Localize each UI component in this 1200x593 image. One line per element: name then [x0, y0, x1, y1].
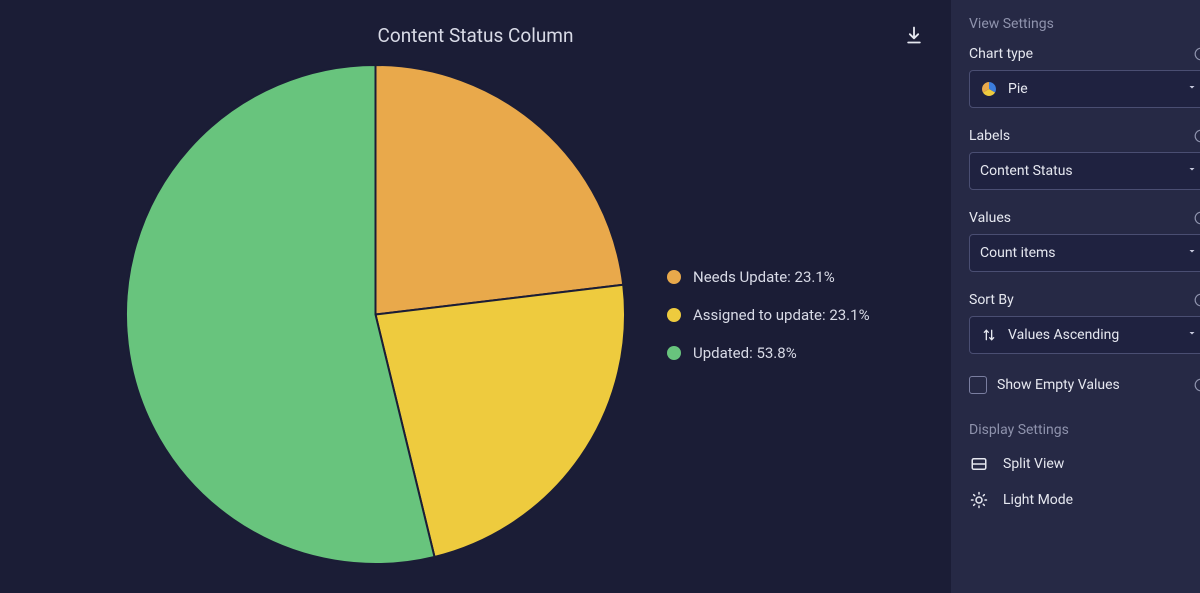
sort-by-field: Sort By Values Ascending: [969, 292, 1200, 354]
chart-type-dropdown[interactable]: Pie: [969, 70, 1200, 108]
chevron-down-icon: [1186, 245, 1198, 261]
info-icon[interactable]: [1193, 377, 1200, 393]
legend-item-assigned: Assigned to update: 23.1%: [667, 306, 927, 324]
legend-text: Updated: 53.8%: [693, 344, 797, 362]
light-mode-label: Light Mode: [1003, 492, 1073, 508]
sort-icon: [980, 326, 998, 344]
chart-panel: Content Status Column Needs Update: 23.1…: [0, 0, 951, 593]
chart-title: Content Status Column: [378, 24, 574, 47]
field-label: Labels: [969, 128, 1010, 144]
view-settings-header: View Settings: [969, 16, 1200, 32]
legend: Needs Update: 23.1% Assigned to update: …: [667, 268, 927, 362]
chevron-down-icon: [1186, 163, 1198, 179]
values-dropdown[interactable]: Count items: [969, 234, 1200, 272]
dropdown-value: Count items: [980, 245, 1176, 261]
legend-swatch: [667, 346, 681, 360]
sort-by-dropdown[interactable]: Values Ascending: [969, 316, 1200, 354]
show-empty-label: Show Empty Values: [997, 377, 1183, 393]
dropdown-value: Content Status: [980, 163, 1176, 179]
info-icon[interactable]: [1193, 210, 1200, 226]
info-icon[interactable]: [1193, 46, 1200, 62]
pie-chart-icon: [980, 80, 998, 98]
light-mode-button[interactable]: Light Mode: [969, 482, 1200, 518]
field-label: Values: [969, 210, 1011, 226]
download-icon: [904, 25, 924, 45]
labels-dropdown[interactable]: Content Status: [969, 152, 1200, 190]
field-label-row: Sort By: [969, 292, 1200, 308]
chart-type-field: Chart type Pie: [969, 46, 1200, 108]
title-row: Content Status Column: [24, 20, 927, 50]
dropdown-value: Values Ascending: [1008, 327, 1176, 343]
show-empty-checkbox[interactable]: [969, 376, 987, 394]
info-icon[interactable]: [1193, 292, 1200, 308]
field-label-row: Chart type: [969, 46, 1200, 62]
split-view-label: Split View: [1003, 456, 1064, 472]
values-field: Values Count items: [969, 210, 1200, 272]
legend-swatch: [667, 270, 681, 284]
chevron-down-icon: [1186, 327, 1198, 343]
field-label-row: Labels: [969, 128, 1200, 144]
display-settings-header: Display Settings: [969, 422, 1200, 438]
field-label: Chart type: [969, 46, 1033, 62]
settings-sidebar: View Settings Chart type Pie Labels Co: [951, 0, 1200, 593]
chevron-down-icon: [1186, 81, 1198, 97]
display-settings: Display Settings Split View Light Mode: [969, 422, 1200, 518]
dropdown-value: Pie: [1008, 81, 1176, 97]
light-mode-icon: [969, 490, 989, 510]
split-view-button[interactable]: Split View: [969, 446, 1200, 482]
split-view-icon: [969, 454, 989, 474]
labels-field: Labels Content Status: [969, 128, 1200, 190]
chart-area: Needs Update: 23.1% Assigned to update: …: [24, 56, 927, 573]
legend-text: Needs Update: 23.1%: [693, 268, 835, 286]
download-button[interactable]: [901, 22, 927, 48]
show-empty-row: Show Empty Values: [969, 376, 1200, 394]
legend-text: Assigned to update: 23.1%: [693, 306, 870, 324]
legend-item-updated: Updated: 53.8%: [667, 344, 927, 362]
legend-swatch: [667, 308, 681, 322]
info-icon[interactable]: [1193, 128, 1200, 144]
pie-chart: [124, 63, 627, 566]
field-label: Sort By: [969, 292, 1014, 308]
legend-item-needs-update: Needs Update: 23.1%: [667, 268, 927, 286]
field-label-row: Values: [969, 210, 1200, 226]
